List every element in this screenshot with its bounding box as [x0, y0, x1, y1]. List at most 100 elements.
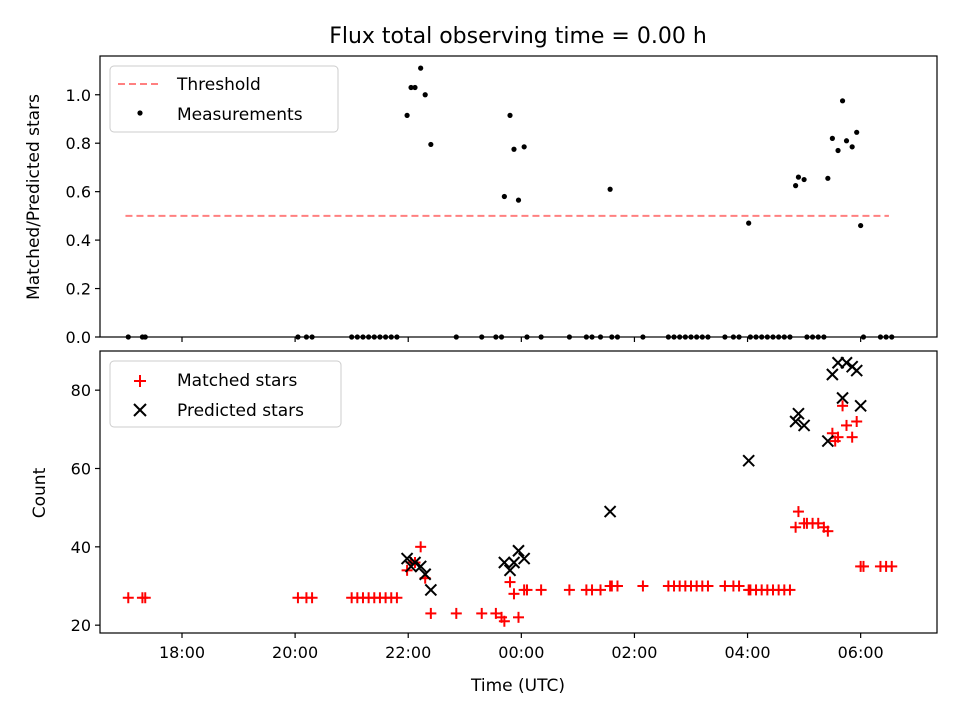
predicted-star-point [408, 556, 422, 569]
measurement-point [736, 334, 742, 340]
matched-star-point [498, 615, 510, 627]
count-x-axis-label: Time (UTC) [470, 676, 565, 696]
matched-star-point [508, 588, 520, 600]
matched-star-point [733, 580, 745, 592]
legend-measurements-swatch [137, 110, 143, 116]
measurement-point [566, 334, 572, 340]
predicted-star-point [789, 415, 802, 428]
measurement-point [479, 334, 485, 340]
predicted-star-point [854, 399, 867, 413]
predicted-star-point [400, 552, 414, 565]
measurement-point [295, 334, 301, 340]
count-x-tick-label: 18:00 [159, 643, 205, 662]
legend-predicted-swatch [133, 403, 147, 417]
matched-star-point [792, 506, 804, 518]
legend-threshold-label: Threshold [176, 75, 261, 95]
measurement-point [388, 334, 394, 340]
measurement-point [804, 334, 810, 340]
measurement-point [821, 334, 827, 340]
matched-star-point [513, 611, 524, 623]
count-panel: 20 40 60 80 18:00 20:00 22:00 00:00 02:00 04:00 0… [30, 350, 938, 696]
matched-star-point [306, 592, 318, 604]
predicted-star-point [742, 454, 755, 467]
matched-star-point [822, 525, 834, 537]
predicted-star-point [797, 419, 811, 432]
measurement-point [759, 334, 765, 340]
measurement-point [515, 197, 522, 203]
matched-star-point [535, 584, 547, 596]
measurement-point [825, 175, 831, 181]
count-points-layer [122, 356, 898, 627]
measurement-point [371, 334, 377, 340]
count-legend-box [109, 360, 342, 428]
ratio-y-axis-label: Matched/Predicted stars [24, 94, 44, 300]
matched-star-point [846, 431, 858, 443]
measurement-point [753, 334, 759, 340]
measurements-layer [125, 65, 895, 340]
measurement-point [309, 334, 315, 340]
measurement-point [394, 334, 400, 340]
measurement-point [705, 334, 711, 340]
measurement-point [849, 144, 855, 150]
count-x-tick-label: 06:00 [838, 643, 884, 662]
matched-star-point [425, 607, 437, 619]
predicted-star-point [503, 564, 517, 577]
ratio-panel: 0.0 0.2 0.4 0.6 0.8 1.0 Matched/Predicted sta… [24, 55, 938, 347]
measurement-point [422, 92, 428, 98]
ratio-legend: Threshold Measurements [109, 65, 339, 133]
measurement-point [377, 334, 383, 340]
count-y-tick-label: 80 [71, 381, 91, 400]
matched-star-point [841, 419, 853, 431]
matched-star-point [595, 584, 607, 596]
matched-star-point [476, 607, 488, 619]
predicted-star-point [414, 560, 427, 573]
measurement-point [688, 334, 694, 340]
legend-predicted-label: Predicted stars [177, 401, 304, 421]
matched-star-point [450, 607, 462, 619]
measurement-point [770, 334, 776, 340]
measurement-point [781, 334, 787, 340]
ratio-y-tick-label: 0.2 [66, 280, 91, 299]
matched-star-point [857, 560, 869, 572]
measurement-point [418, 65, 424, 71]
measurement-point [889, 334, 895, 340]
measurement-point [360, 334, 366, 340]
matched-star-point [391, 592, 403, 604]
predicted-star-point [826, 368, 839, 381]
matched-star-point [122, 592, 134, 604]
measurement-point [597, 334, 604, 340]
legend-measurements-label: Measurements [177, 105, 303, 125]
predicted-star-point [507, 556, 521, 569]
measurement-point [843, 138, 850, 144]
matched-star-point [790, 521, 802, 533]
measurement-point [498, 334, 505, 340]
matched-star-point [832, 431, 844, 443]
count-x-tick-label: 22:00 [385, 643, 431, 662]
measurement-point [787, 334, 793, 340]
predicted-star-point [512, 544, 525, 557]
ratio-y-tick-label: 1.0 [66, 86, 91, 105]
matched-star-point [139, 592, 151, 604]
measurement-point [640, 334, 646, 340]
measurement-point [607, 186, 613, 192]
measurement-point [524, 334, 530, 340]
measurement-point [366, 334, 372, 340]
count-y-tick-label: 20 [71, 616, 91, 635]
count-x-tick-label: 00:00 [498, 643, 544, 662]
matched-star-point [702, 580, 714, 592]
measurement-point [883, 334, 889, 340]
measurement-point [412, 84, 418, 91]
predicted-star-point [517, 552, 531, 565]
measurement-point [671, 334, 677, 340]
measurement-point [303, 334, 310, 340]
measurement-point [453, 334, 459, 340]
matched-star-point [851, 416, 863, 427]
measurement-point [614, 334, 621, 340]
count-x-tick-label: 04:00 [724, 643, 770, 662]
measurement-point [793, 182, 799, 189]
measurement-point [839, 98, 846, 104]
measurement-point [747, 334, 753, 340]
predicted-star-point [498, 556, 511, 569]
count-y-tick-label: 60 [71, 460, 91, 479]
count-x-tick-label: 02:00 [611, 643, 657, 662]
